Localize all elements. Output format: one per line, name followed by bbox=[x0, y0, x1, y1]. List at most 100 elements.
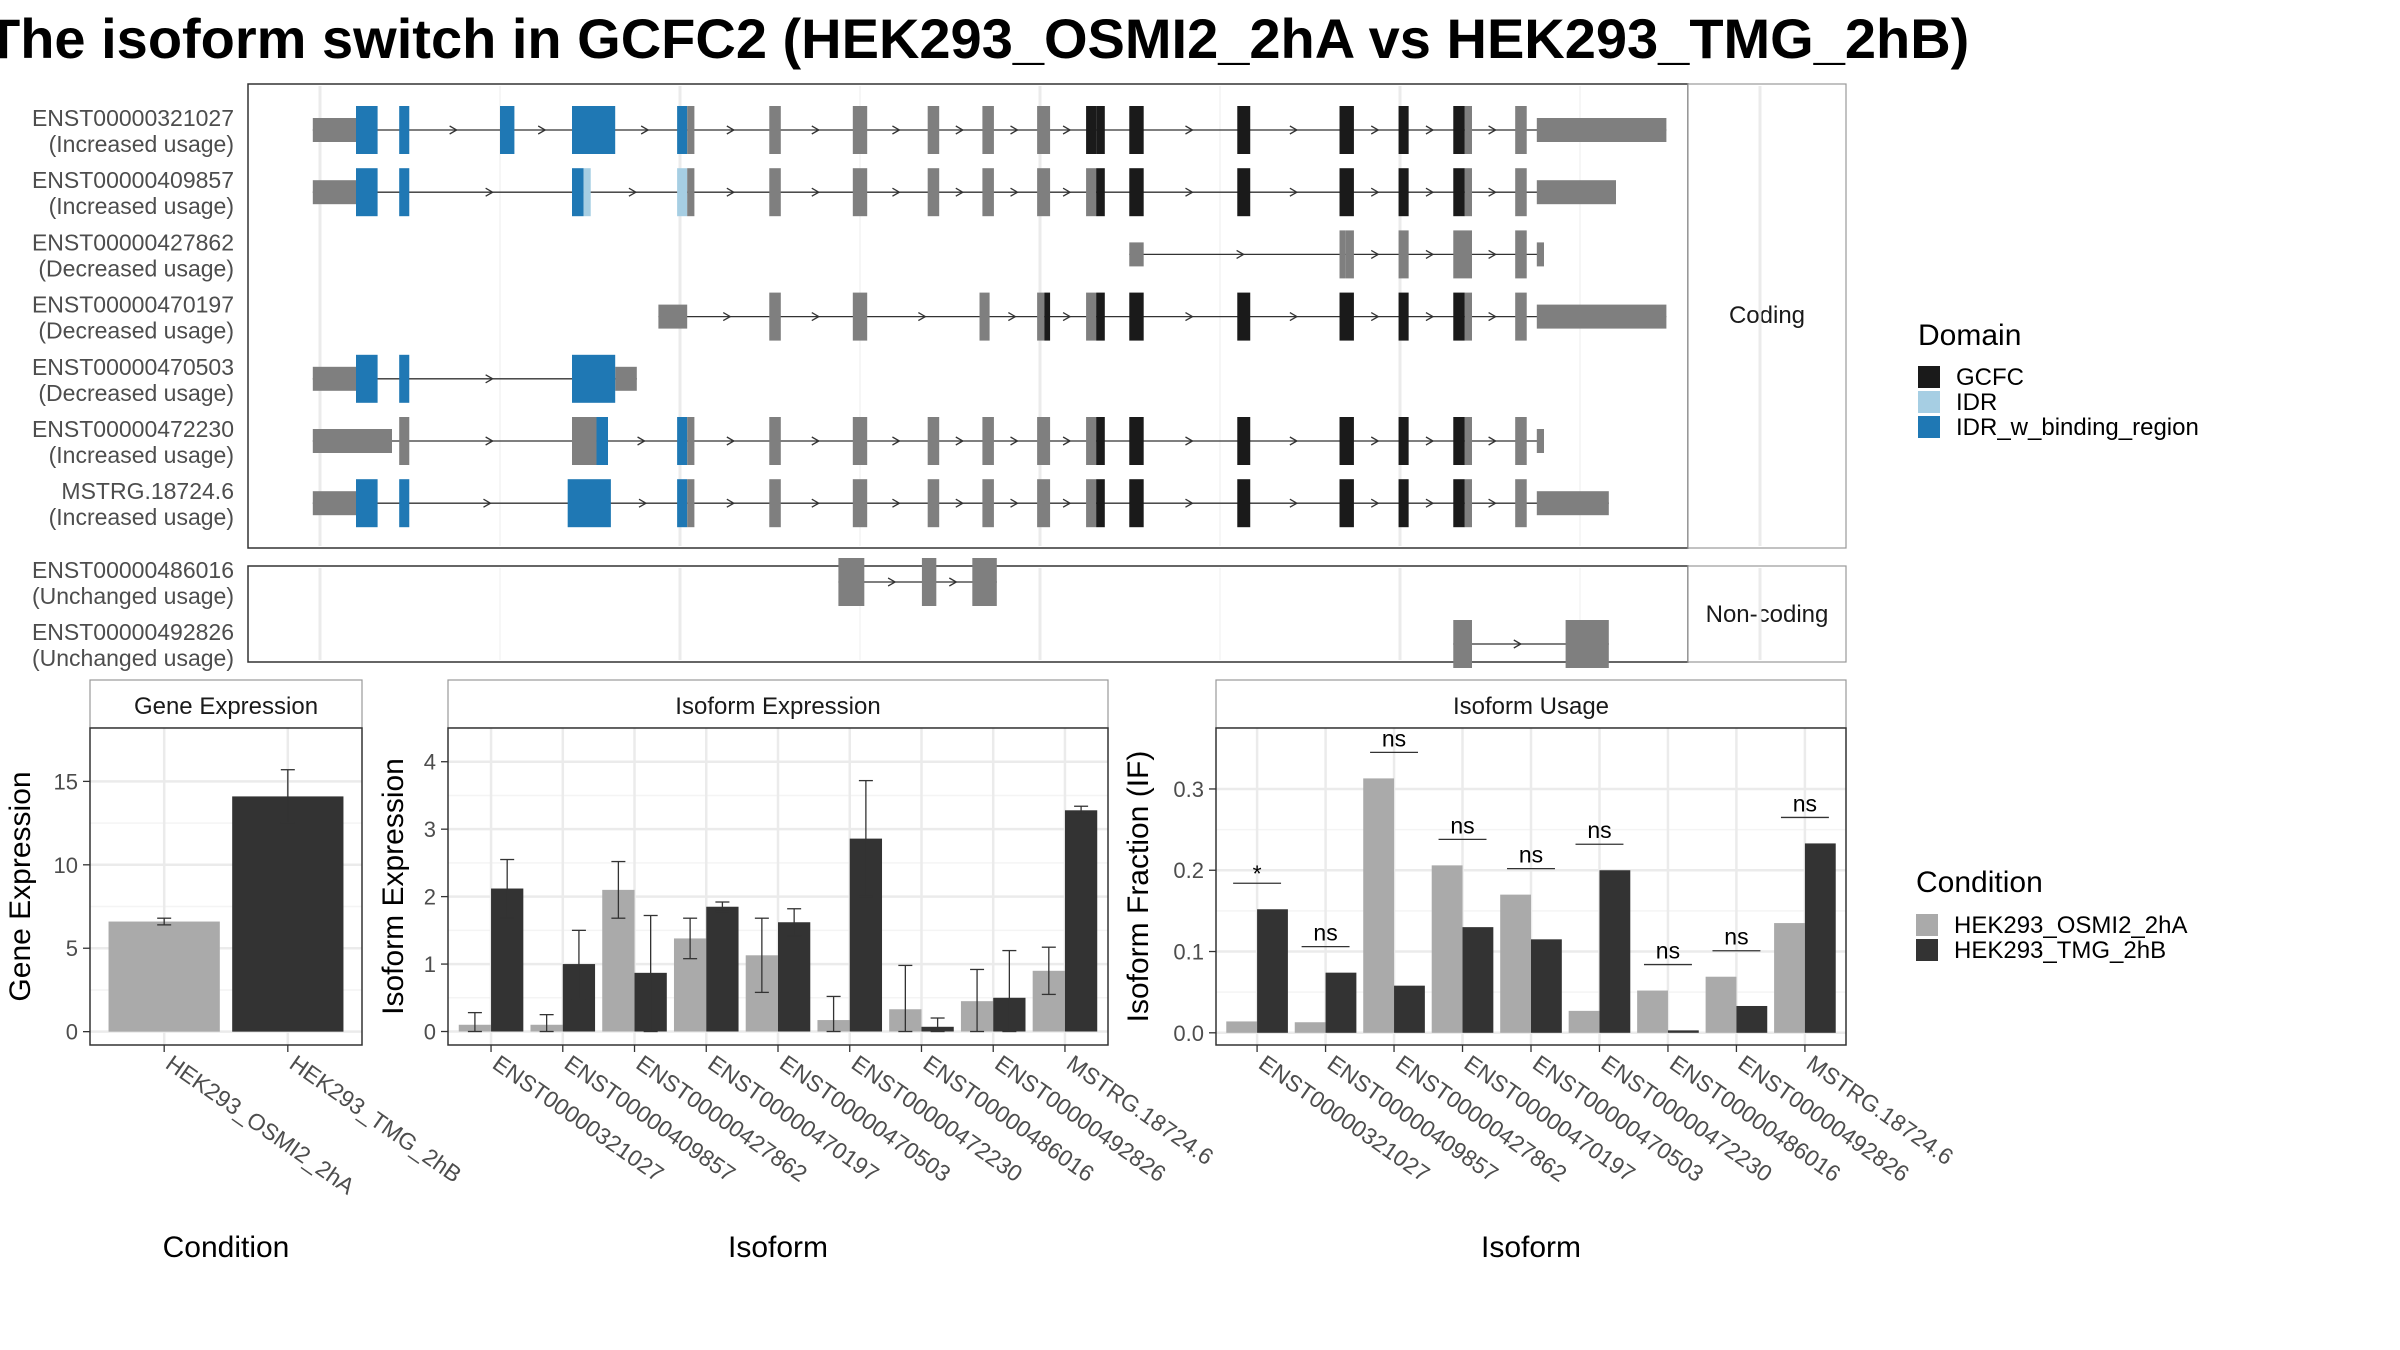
utr-block bbox=[312, 180, 356, 205]
transcript-usage-label: (Decreased usage) bbox=[38, 318, 234, 344]
gcfc-domain-block bbox=[1398, 106, 1409, 154]
strand-arrow bbox=[449, 125, 458, 135]
exon-block bbox=[687, 479, 695, 528]
noncoding-strip bbox=[1687, 565, 1847, 663]
exon-block bbox=[1453, 620, 1472, 668]
utr-block bbox=[1536, 180, 1616, 205]
exon-block bbox=[838, 558, 865, 606]
noncoding-transcripts: ENST00000486016(Unchanged usage)ENST0000… bbox=[32, 557, 1609, 671]
significance-label: ns bbox=[1793, 790, 1817, 816]
transcript-id-label: ENST00000472230 bbox=[32, 416, 234, 442]
gcfc-domain-block bbox=[1237, 292, 1251, 341]
idr_binding-domain-block bbox=[572, 354, 616, 403]
y-tick-label: 4 bbox=[424, 750, 436, 775]
y-tick-label: 1 bbox=[424, 952, 436, 977]
transcript-id-label: ENST00000492826 bbox=[32, 619, 234, 645]
exon-block bbox=[1086, 417, 1097, 465]
utr-block bbox=[1536, 242, 1544, 267]
transcript-usage-label: (Decreased usage) bbox=[38, 255, 234, 281]
strand-arrow bbox=[892, 187, 901, 197]
idr_binding-domain-block bbox=[356, 168, 378, 217]
x-axis-title: Isoform bbox=[728, 1231, 828, 1264]
bar bbox=[1500, 894, 1531, 1033]
bar bbox=[1226, 1021, 1258, 1033]
y-tick-label: 15 bbox=[54, 769, 78, 794]
bar bbox=[778, 922, 811, 1032]
strand-arrow bbox=[726, 125, 736, 135]
strand-arrow bbox=[1513, 639, 1523, 649]
strand-arrow bbox=[811, 312, 821, 322]
strand-arrow bbox=[1008, 312, 1017, 322]
utr-block bbox=[312, 118, 356, 142]
bar bbox=[1599, 870, 1631, 1033]
idr_binding-domain-block bbox=[572, 168, 584, 217]
strand-arrow bbox=[1425, 125, 1435, 135]
noncoding-gridlines bbox=[318, 568, 1762, 660]
exon-block bbox=[1464, 417, 1472, 465]
exon-block bbox=[852, 168, 868, 217]
gcfc-domain-block bbox=[1129, 168, 1144, 217]
gcfc-domain-block bbox=[1096, 417, 1105, 465]
y-axis-title: Gene Expression bbox=[4, 771, 37, 1001]
gcfc-domain-block bbox=[1453, 106, 1465, 154]
transcript-usage-label: (Unchanged usage) bbox=[32, 583, 234, 609]
y-tick-label: 0.0 bbox=[1173, 1021, 1204, 1046]
bar bbox=[1294, 1022, 1326, 1033]
gcfc-domain-block bbox=[1398, 479, 1409, 528]
strand-arrow bbox=[1370, 498, 1380, 508]
strand-arrow bbox=[1370, 436, 1380, 446]
exon-block bbox=[769, 479, 781, 528]
strand-arrow bbox=[1425, 249, 1435, 259]
strand-arrow bbox=[1488, 125, 1497, 135]
panel-title: Isoform Usage bbox=[1453, 693, 1609, 720]
exon-block bbox=[1515, 168, 1527, 217]
strand-arrow bbox=[1289, 312, 1299, 322]
strand-arrow bbox=[811, 187, 821, 197]
strand-arrow bbox=[1488, 187, 1497, 197]
strand-arrow bbox=[1185, 187, 1194, 197]
utr-block bbox=[615, 366, 637, 391]
strand-arrow bbox=[1062, 187, 1072, 197]
transcript-usage-label: (Increased usage) bbox=[49, 504, 234, 530]
gcfc-domain-block bbox=[1237, 479, 1251, 528]
idr-domain-block bbox=[677, 168, 688, 217]
significance-label: ns bbox=[1450, 812, 1474, 838]
strand-arrow bbox=[1062, 125, 1072, 135]
significance-label: ns bbox=[1724, 924, 1748, 950]
transcript-id-label: ENST00000409857 bbox=[32, 167, 234, 193]
strand-arrow bbox=[1488, 249, 1497, 259]
y-tick-label: 5 bbox=[66, 936, 78, 961]
exon-block bbox=[1515, 417, 1527, 465]
strand-arrow bbox=[955, 498, 965, 508]
exon-block bbox=[1464, 106, 1472, 154]
gcfc-domain-block bbox=[1044, 292, 1051, 341]
idr-domain-block bbox=[583, 168, 591, 217]
bar bbox=[1637, 990, 1668, 1033]
idr_binding-domain-block bbox=[399, 106, 410, 154]
strand-arrow bbox=[1425, 436, 1435, 446]
exon-block bbox=[1037, 292, 1045, 341]
exon-block bbox=[399, 417, 410, 465]
exon-block bbox=[927, 168, 940, 217]
exon-block bbox=[1398, 230, 1409, 279]
strand-arrow bbox=[638, 498, 648, 508]
utr-block bbox=[1536, 429, 1544, 453]
gcfc-domain-block bbox=[1096, 168, 1105, 217]
exon-block bbox=[769, 417, 781, 465]
strand-arrow bbox=[892, 436, 901, 446]
gcfc-domain-block bbox=[1237, 106, 1251, 154]
transcript-id-label: ENST00000470503 bbox=[32, 354, 234, 380]
exon-block bbox=[1086, 292, 1097, 341]
exon-block bbox=[1086, 479, 1097, 528]
strand-arrow bbox=[1289, 187, 1299, 197]
exon-block bbox=[687, 106, 695, 154]
panel-strip bbox=[1215, 679, 1847, 729]
exon-block bbox=[572, 417, 597, 465]
exon-block bbox=[852, 417, 868, 465]
strand-arrow bbox=[811, 436, 821, 446]
y-tick-label: 0.2 bbox=[1173, 858, 1204, 883]
exon-block bbox=[1464, 168, 1472, 217]
gcfc-domain-block bbox=[1339, 417, 1354, 465]
gcfc-domain-block bbox=[1398, 168, 1409, 217]
